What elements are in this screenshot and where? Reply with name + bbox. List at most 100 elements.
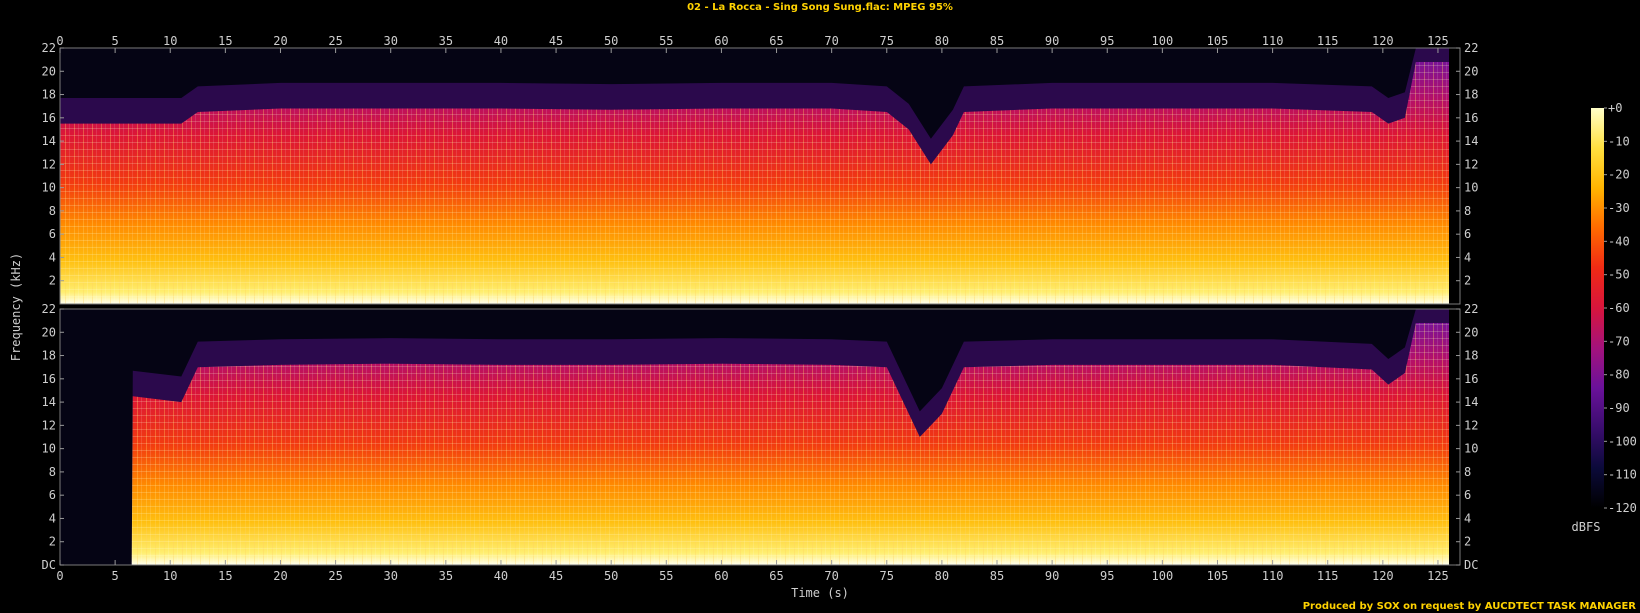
x-tick-label-top: 125	[1427, 34, 1449, 48]
colorbar-tick-label: -20	[1608, 168, 1630, 182]
x-tick-label-bottom: 90	[1045, 569, 1059, 583]
y-tick-label-right: 10	[1464, 442, 1478, 456]
y-tick-label-right: 4	[1464, 250, 1471, 264]
x-tick-label-bottom: 10	[163, 569, 177, 583]
x-tick-label-bottom: 75	[880, 569, 894, 583]
y-tick-label-left: 20	[42, 325, 56, 339]
y-tick-label-right: 6	[1464, 227, 1471, 241]
y-tick-label-right: 2	[1464, 535, 1471, 549]
y-tick-label-left: 18	[42, 349, 56, 363]
y-tick-label-right: 20	[1464, 325, 1478, 339]
x-tick-label-top: 10	[163, 34, 177, 48]
y-tick-label-right: DC	[1464, 558, 1478, 572]
colorbar-tick-label: -110	[1608, 468, 1637, 482]
x-tick-label-top: 25	[328, 34, 342, 48]
x-tick-label-top: 5	[112, 34, 119, 48]
x-tick-label-bottom: 100	[1152, 569, 1174, 583]
y-tick-label-left: 16	[42, 111, 56, 125]
x-tick-label-bottom: 40	[494, 569, 508, 583]
colorbar: +0 -10 -20 -30 -40 -50 -60 -70 -80 -90 -100 -110 -12…	[1591, 101, 1637, 515]
x-tick-label-top: 70	[824, 34, 838, 48]
x-tick-label-bottom: 0	[56, 569, 63, 583]
x-tick-label-bottom: 105	[1207, 569, 1229, 583]
credit-text: Produced by SOX on request by AUCDTECT T…	[1303, 601, 1637, 612]
x-tick-label-bottom: 50	[604, 569, 618, 583]
colorbar-tick-label: -100	[1608, 434, 1637, 448]
x-tick-label-top: 20	[273, 34, 287, 48]
x-tick-label-top: 50	[604, 34, 618, 48]
x-tick-label-bottom: 120	[1372, 569, 1394, 583]
y-tick-label-right: 22	[1464, 41, 1478, 55]
x-tick-label-bottom: 45	[549, 569, 563, 583]
harmonic-bands	[60, 323, 1449, 565]
y-tick-label-left: 4	[49, 511, 56, 525]
x-tick-label-top: 105	[1207, 34, 1229, 48]
x-tick-label-bottom: 95	[1100, 569, 1114, 583]
x-tick-label-bottom: 5	[112, 569, 119, 583]
spectrogram-body	[60, 309, 1460, 565]
y-tick-label-right: 18	[1464, 88, 1478, 102]
x-tick-label-top: 65	[769, 34, 783, 48]
x-tick-label-bottom: 35	[439, 569, 453, 583]
x-tick-label-top: 30	[383, 34, 397, 48]
spectrogram-body	[60, 48, 1460, 304]
x-tick-label-bottom: 30	[383, 569, 397, 583]
y-tick-label-right: 14	[1464, 134, 1478, 148]
x-tick-label-top: 110	[1262, 34, 1284, 48]
harmonic-bands	[60, 62, 1449, 304]
x-tick-label-top: 85	[990, 34, 1004, 48]
y-tick-label-right: 14	[1464, 395, 1478, 409]
y-tick-label-right: 12	[1464, 157, 1478, 171]
y-tick-label-left: 10	[42, 181, 56, 195]
y-tick-label-left: 18	[42, 88, 56, 102]
x-tick-label-bottom: 85	[990, 569, 1004, 583]
x-tick-label-bottom: 55	[659, 569, 673, 583]
colorbar-ramp	[1591, 108, 1604, 508]
y-tick-label-left: 2	[49, 274, 56, 288]
y-tick-label-right: 12	[1464, 418, 1478, 432]
y-tick-label-right: 4	[1464, 511, 1471, 525]
y-tick-label-right: 10	[1464, 181, 1478, 195]
x-tick-label-bottom: 110	[1262, 569, 1284, 583]
x-tick-label-top: 90	[1045, 34, 1059, 48]
y-tick-label-right: 16	[1464, 372, 1478, 386]
y-tick-label-left: 4	[49, 250, 56, 264]
x-tick-label-bottom: 60	[714, 569, 728, 583]
colorbar-tick-label: -50	[1608, 268, 1630, 282]
colorbar-tick-label: -60	[1608, 301, 1630, 315]
y-axis-label: Frequency (kHz)	[9, 253, 23, 361]
x-axis-label: Time (s)	[791, 586, 849, 600]
x-tick-label-top: 80	[935, 34, 949, 48]
y-tick-label-right: 20	[1464, 64, 1478, 78]
y-tick-label-left: 6	[49, 227, 56, 241]
x-tick-label-top: 40	[494, 34, 508, 48]
x-tick-label-top: 115	[1317, 34, 1339, 48]
y-tick-label-left: 20	[42, 64, 56, 78]
x-tick-label-top: 0	[56, 34, 63, 48]
y-tick-label-left: 2	[49, 535, 56, 549]
y-tick-label-left: 16	[42, 372, 56, 386]
silence-region	[1449, 309, 1460, 565]
y-tick-label-left: 22	[42, 41, 56, 55]
y-tick-label-left: 14	[42, 395, 56, 409]
colorbar-tick-label: -90	[1608, 401, 1630, 415]
plot-frame	[59, 308, 1461, 566]
spectrogram-channel-2	[60, 309, 1460, 565]
x-tick-label-top: 55	[659, 34, 673, 48]
colorbar-tick-label: -120	[1608, 501, 1637, 515]
colorbar-tick-label: +0	[1608, 101, 1622, 115]
y-tick-label-right: 8	[1464, 465, 1471, 479]
plot-frame	[59, 47, 1461, 305]
x-tick-label-bottom: 25	[328, 569, 342, 583]
x-tick-label-top: 95	[1100, 34, 1114, 48]
x-tick-label-top: 35	[439, 34, 453, 48]
x-tick-label-bottom: 70	[824, 569, 838, 583]
spectrogram-channel-1	[60, 48, 1460, 304]
y-tick-label-left: 12	[42, 418, 56, 432]
x-tick-label-bottom: 65	[769, 569, 783, 583]
y-tick-label-right: 22	[1464, 302, 1478, 316]
colorbar-tick-label: -30	[1608, 201, 1630, 215]
y-tick-label-left: 10	[42, 442, 56, 456]
y-tick-label-left: 12	[42, 157, 56, 171]
